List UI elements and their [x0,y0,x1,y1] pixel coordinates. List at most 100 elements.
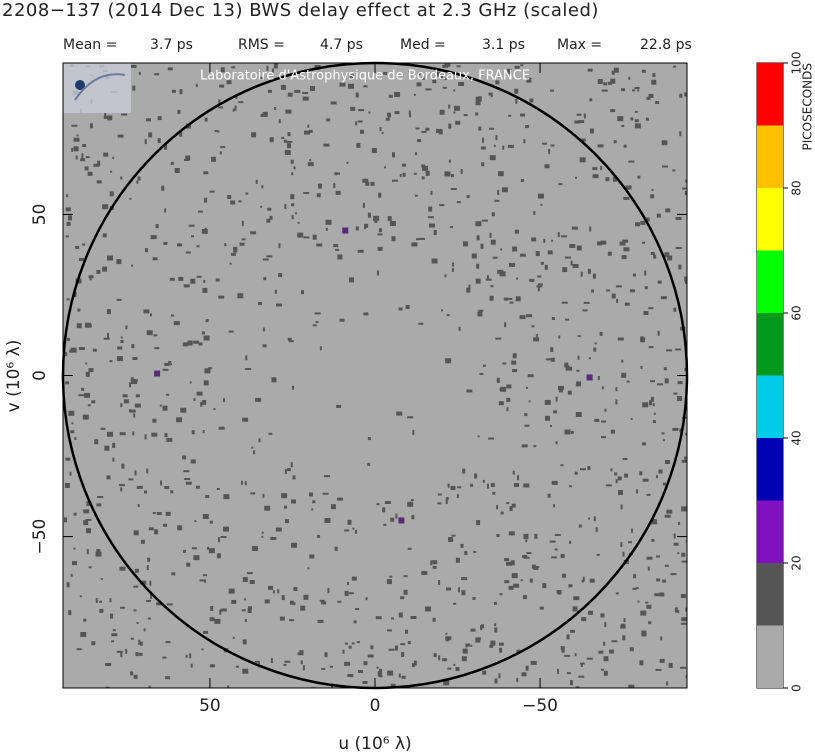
speckle [73,146,79,152]
speckle [112,457,115,462]
colorbar-tick-label: 80 [790,180,804,195]
speckle [284,660,291,663]
speckle [401,652,405,657]
speckle [495,80,500,85]
speckle [583,301,590,304]
speckle [487,483,489,489]
speckle [216,553,221,559]
speckle [308,129,313,133]
speckle [93,163,100,167]
speckle [303,594,309,600]
speckle [415,127,420,130]
speckle [664,252,670,258]
speckle [435,71,441,77]
speckle [349,277,354,283]
speckle [209,617,215,622]
speckle [204,579,207,583]
speckle [575,176,577,179]
speckle [231,66,236,69]
colorbar-tick-label: 0 [790,684,804,692]
speckle [134,470,137,476]
speckle [427,216,434,219]
speckle [72,561,77,566]
speckle [592,174,599,179]
speckle [214,130,218,132]
speckle [442,658,447,662]
speckle [285,109,292,114]
speckle [233,246,238,250]
speckle [88,368,94,373]
speckle [558,385,564,390]
speckle [312,324,317,327]
speckle [651,189,654,191]
speckle [268,432,273,435]
speckle [197,210,203,213]
speckle [529,98,534,103]
speckle [209,664,215,668]
speckle [83,618,87,622]
speckle [191,547,197,550]
speckle [570,680,573,686]
speckle [302,96,309,101]
speckle [411,242,418,247]
speckle [622,551,625,557]
speckle [302,92,309,94]
speckle [550,347,554,353]
speckle [512,369,518,373]
speckle [137,176,141,181]
speckle [453,111,456,114]
speckle [99,600,103,603]
speckle [116,650,123,653]
colorbar-band [757,625,783,688]
speckle [617,476,622,481]
speckle [307,567,310,570]
speckle [576,245,582,251]
speckle [283,663,287,666]
speckle [223,398,225,403]
speckle [451,174,454,178]
speckle [219,609,222,615]
speckle [504,558,510,562]
speckle [218,426,225,430]
speckle [623,247,630,252]
speckle [407,641,411,645]
speckle [139,641,143,646]
speckle [574,471,578,475]
speckle [191,430,195,435]
point [586,374,593,381]
speckle [601,420,607,423]
speckle [204,368,211,374]
speckle [309,554,315,559]
speckle [333,244,339,248]
speckle [268,585,273,590]
speckle [655,668,662,671]
speckle [582,309,588,312]
speckle [615,592,619,595]
speckle [441,74,443,79]
speckle [133,530,139,536]
speckle [284,505,287,509]
speckle [509,301,514,304]
speckle [448,123,452,129]
speckle [521,672,527,677]
speckle [646,556,653,560]
speckle [672,169,676,172]
speckle [105,686,110,688]
speckle [488,437,495,440]
colorbar-tick-label: 60 [790,305,804,320]
speckle [223,526,229,532]
speckle [102,266,108,272]
speckle [663,367,667,371]
colorbar-band [757,375,783,438]
speckle [190,278,196,284]
speckle [189,381,192,384]
speckle [157,116,162,121]
speckle [603,82,608,86]
speckle [138,652,143,656]
speckle [507,144,514,148]
speckle [219,84,225,88]
speckle [411,663,415,668]
speckle [351,642,355,645]
speckle [134,568,139,573]
speckle [327,588,330,594]
